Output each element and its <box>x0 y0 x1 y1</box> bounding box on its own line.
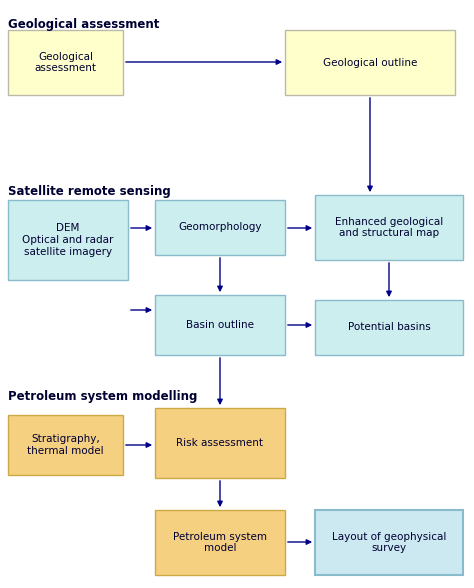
Text: Stratigraphy,
thermal model: Stratigraphy, thermal model <box>27 434 104 456</box>
Text: Layout of geophysical
survey: Layout of geophysical survey <box>332 532 446 553</box>
FancyBboxPatch shape <box>8 200 128 280</box>
FancyBboxPatch shape <box>155 510 285 575</box>
Text: Enhanced geological
and structural map: Enhanced geological and structural map <box>335 217 443 238</box>
Text: Geological assessment: Geological assessment <box>8 18 159 31</box>
Text: Potential basins: Potential basins <box>347 322 430 332</box>
Text: Petroleum system
model: Petroleum system model <box>173 532 267 553</box>
Text: Geological outline: Geological outline <box>323 58 417 68</box>
Text: Petroleum system modelling: Petroleum system modelling <box>8 390 197 403</box>
Text: Basin outline: Basin outline <box>186 320 254 330</box>
FancyBboxPatch shape <box>315 195 463 260</box>
FancyBboxPatch shape <box>155 200 285 255</box>
Text: Satellite remote sensing: Satellite remote sensing <box>8 185 171 198</box>
Text: Geomorphology: Geomorphology <box>178 222 262 232</box>
Text: DEM
Optical and radar
satellite imagery: DEM Optical and radar satellite imagery <box>22 223 114 256</box>
Text: Risk assessment: Risk assessment <box>176 438 264 448</box>
FancyBboxPatch shape <box>285 30 455 95</box>
FancyBboxPatch shape <box>8 415 123 475</box>
Text: Geological
assessment: Geological assessment <box>35 52 97 74</box>
FancyBboxPatch shape <box>315 300 463 355</box>
FancyBboxPatch shape <box>155 295 285 355</box>
FancyBboxPatch shape <box>8 30 123 95</box>
FancyBboxPatch shape <box>155 408 285 478</box>
FancyBboxPatch shape <box>315 510 463 575</box>
